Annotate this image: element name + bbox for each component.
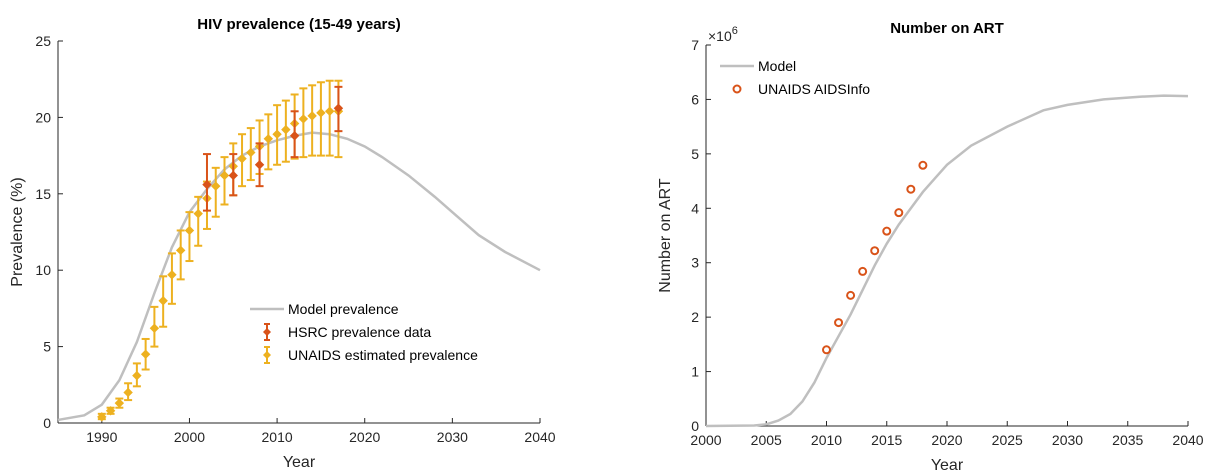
y-axis-label: Prevalence (%) (9, 177, 26, 286)
legend-marker (263, 351, 271, 359)
x-tick-label: 2020 (349, 429, 380, 445)
y-tick-label: 3 (691, 255, 699, 271)
y-tick-label: 25 (35, 33, 51, 49)
data-point (193, 208, 203, 219)
data-point (167, 270, 177, 280)
data-point (123, 387, 133, 398)
data-point (140, 349, 151, 359)
data-point (298, 114, 309, 124)
data-point (158, 296, 168, 306)
y-scale-label: ×106 (708, 25, 738, 44)
x-tick-label: 1990 (86, 429, 117, 445)
legend-label: UNAIDS estimated prevalence (288, 347, 478, 363)
x-tick-label: 2010 (811, 432, 842, 448)
data-point (822, 345, 831, 355)
x-tick-label: 2005 (751, 432, 782, 448)
y-tick-label: 15 (35, 186, 51, 202)
y-tick-label: 20 (35, 109, 51, 125)
data-point (228, 170, 238, 181)
data-point (272, 129, 282, 139)
data-point (894, 208, 904, 218)
data-point (307, 111, 317, 121)
legend-label: UNAIDS AIDSInfo (758, 81, 870, 97)
y-tick-label: 0 (43, 415, 51, 431)
y-tick-label: 2 (691, 309, 699, 325)
data-point (114, 398, 125, 408)
y-tick-label: 5 (691, 146, 699, 162)
data-point (263, 134, 274, 144)
data-point (316, 108, 326, 118)
data-point (834, 318, 844, 328)
y-tick-label: 6 (691, 91, 699, 107)
model-line (705, 94, 1189, 428)
y-axis-label: Number on ART (657, 178, 674, 293)
y-tick-label: 4 (691, 200, 699, 216)
y-tick-label: 7 (691, 37, 699, 53)
data-point (149, 323, 160, 333)
data-point (175, 245, 186, 256)
data-point (211, 181, 221, 191)
data-point (918, 160, 928, 170)
data-point (237, 153, 247, 164)
x-axis-label: Year (931, 457, 964, 474)
data-point (97, 412, 107, 422)
data-point (132, 370, 142, 381)
x-axis-label: Year (283, 454, 316, 471)
data-point (333, 103, 344, 113)
y-scale-base: ×10 (708, 28, 732, 44)
data-point (281, 124, 291, 135)
x-tick-label: 2040 (524, 429, 555, 445)
x-tick-label: 2040 (1172, 432, 1203, 448)
x-tick-label: 2000 (690, 432, 721, 448)
data-point (289, 131, 300, 141)
x-tick-label: 2035 (1112, 432, 1143, 448)
chart-title: Number on ART (890, 20, 1004, 37)
legend-label: Model (758, 58, 796, 74)
legend-marker (263, 328, 271, 336)
x-tick-label: 2025 (992, 432, 1023, 448)
data-point (324, 106, 335, 116)
data-point (254, 160, 265, 170)
y-tick-label: 5 (43, 339, 51, 355)
data-point (858, 266, 868, 276)
data-point (246, 147, 256, 158)
x-tick-label: 2000 (174, 429, 205, 445)
legend-label: Model prevalence (288, 301, 399, 317)
y-tick-label: 1 (691, 364, 699, 380)
legend-label: HSRC prevalence data (288, 324, 431, 340)
x-tick-label: 2030 (437, 429, 468, 445)
data-point (202, 179, 212, 190)
data-point (882, 226, 892, 236)
data-point (184, 225, 195, 236)
data-point (870, 246, 880, 256)
y-tick-label: 10 (35, 262, 51, 278)
y-tick-label: 0 (691, 418, 699, 434)
data-point (906, 184, 916, 194)
x-tick-label: 2030 (1052, 432, 1083, 448)
chart-title: HIV prevalence (15-49 years) (197, 16, 400, 33)
data-point (105, 406, 116, 416)
x-tick-label: 2015 (871, 432, 902, 448)
x-tick-label: 2010 (262, 429, 293, 445)
data-point (219, 170, 230, 181)
model-line (57, 131, 541, 422)
legend-marker (732, 84, 742, 94)
x-tick-label: 2020 (931, 432, 962, 448)
y-scale-power: 6 (732, 25, 738, 37)
data-point (846, 290, 856, 300)
